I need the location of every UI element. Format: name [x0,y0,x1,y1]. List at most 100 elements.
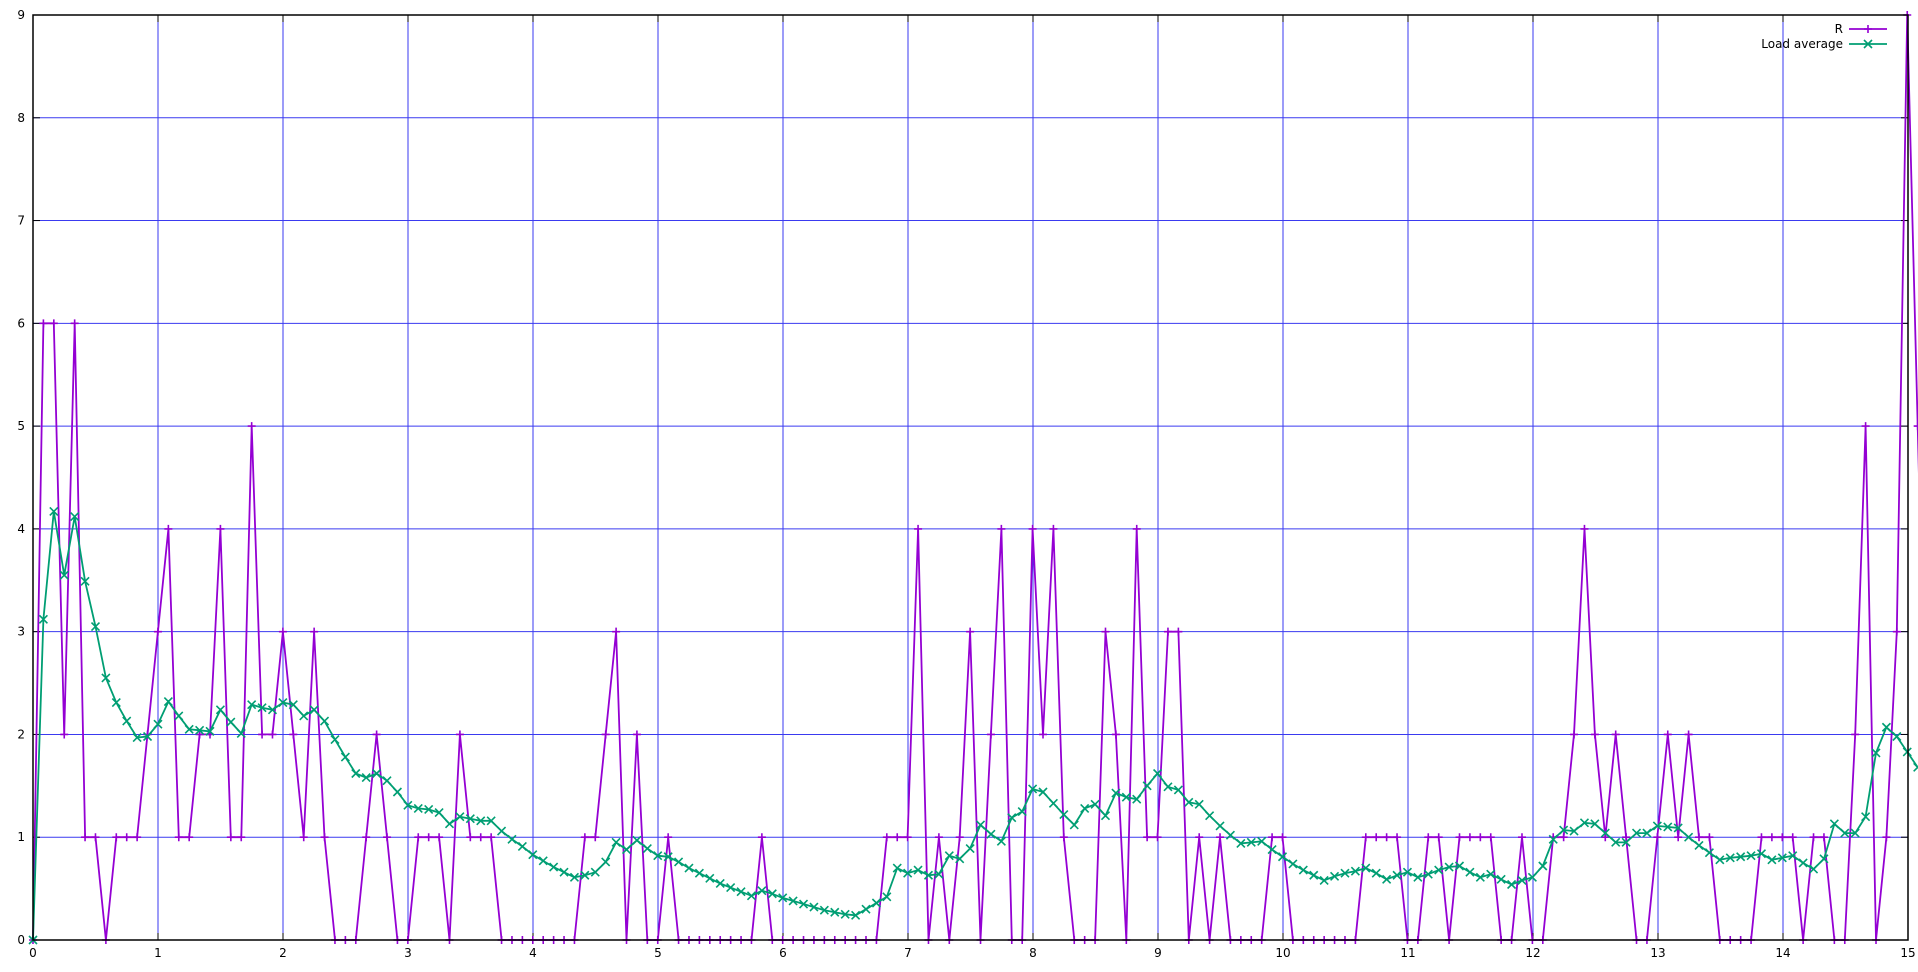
data-point [1268,833,1277,842]
data-point [278,698,288,708]
data-point [1788,833,1797,842]
data-point [538,856,548,866]
data-point [361,773,371,783]
data-point [1695,833,1703,842]
data-point [195,730,204,739]
data-point [1309,870,1319,880]
data-point [383,833,392,842]
data-point [1642,828,1652,838]
data-point [39,319,48,328]
data-point [1329,871,1340,881]
data-point [1372,833,1381,842]
x-tick-label: 11 [1400,946,1415,960]
data-point [507,834,517,844]
data-point [965,843,975,854]
y-tick-label: 5 [17,419,25,433]
data-point [1684,832,1694,842]
data-point [1350,866,1360,876]
data-point [1215,821,1225,831]
data-point [788,896,798,906]
data-point [164,524,173,533]
data-point [1059,810,1069,820]
data-point [1527,872,1537,882]
legend-marker [1863,39,1873,49]
y-tick-label: 6 [17,316,25,330]
data-point [1111,730,1120,739]
data-point [372,768,382,779]
data-point [1340,868,1350,878]
data-point [1028,784,1038,794]
data-point [163,696,173,707]
data-point [496,826,507,836]
data-point [1038,787,1048,797]
data-point [664,833,673,842]
data-point [455,812,465,822]
data-point [612,627,621,636]
data-point [1663,730,1672,739]
data-point [319,716,330,726]
data-point [903,833,912,842]
data-point [1216,833,1225,842]
data-point [1517,875,1527,885]
x-tick-label: 9 [1154,946,1162,960]
x-tick-label: 12 [1525,946,1540,960]
data-point [258,730,267,739]
data-point [1402,867,1413,877]
data-point [268,730,277,739]
data-point [237,833,246,842]
data-point [1257,836,1267,846]
data-point [1507,879,1517,890]
data-point [1163,627,1172,636]
data-point [1392,870,1402,880]
data-point [236,728,246,738]
data-point [934,833,943,842]
data-point [1444,862,1454,872]
data-point [205,726,215,736]
data-point [153,627,162,636]
data-point [1705,833,1714,842]
data-point [1809,833,1818,842]
data-point [174,711,184,721]
x-tick-label: 5 [654,946,662,960]
data-point [1601,833,1610,842]
data-point [914,524,923,533]
data-point [1413,872,1423,882]
data-point [1715,855,1725,865]
legend-marker [1864,25,1872,33]
data-point [444,819,455,829]
data-point [330,735,340,745]
data-point [455,730,464,739]
data-point [1496,874,1506,884]
data-point [1454,861,1465,871]
data-point [226,833,235,842]
data-point [882,833,891,842]
data-point [320,833,329,842]
data-point [466,833,475,842]
data-point [1622,833,1631,842]
data-point [715,878,725,889]
data-point [1579,818,1590,828]
y-tick-label: 1 [17,830,25,844]
x-tick-label: 4 [529,946,537,960]
data-point [830,907,840,917]
data-point [1569,826,1579,836]
data-point [913,865,923,875]
data-point [653,851,663,861]
data-point [1361,863,1371,873]
data-point [1881,722,1891,732]
x-tick-label: 8 [1029,946,1037,960]
data-point [101,673,111,683]
data-point [767,889,777,899]
data-point [309,705,319,715]
data-point [1486,833,1495,842]
data-point [1621,837,1631,847]
data-point [1163,782,1173,792]
data-point [1465,867,1475,877]
data-point [362,833,371,842]
data-point [1517,833,1526,842]
data-point [882,892,892,902]
data-point [487,833,496,842]
data-point [174,833,183,842]
data-point [1080,803,1090,814]
data-point [1736,852,1746,862]
